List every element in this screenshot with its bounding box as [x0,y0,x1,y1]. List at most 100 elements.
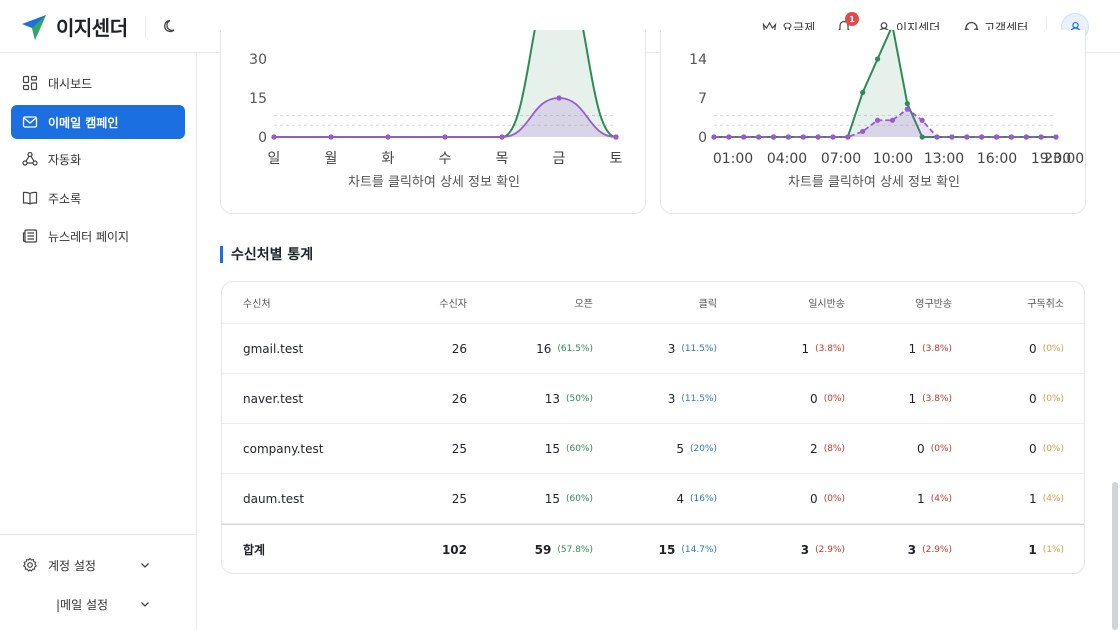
domain-cell: company.test [243,441,324,456]
dashboard-icon [22,75,38,91]
click-value: 3 [667,391,676,406]
x-tick-label: 월 [325,151,338,167]
section-accent [220,245,223,263]
domain-cell: 합계 [243,543,266,557]
data-point [328,134,334,140]
soft-cell: 0 (0%) [747,474,845,523]
col-header-unsubscribe[interactable]: 구독취소 [1027,299,1064,310]
hard-value: 1 [908,341,917,356]
x-tick-label: 04:00 [767,151,807,167]
hourly-chart[interactable]: 0 7 14 01:00 04:00 07:00 10:00 13:00 16:00 19:002… [661,30,1087,214]
soft-percent: (3.8%) [815,343,845,354]
click-value: 15 [658,542,676,557]
unsub-cell: 0 (0%) [954,324,1064,373]
data-point [1053,134,1059,140]
data-point [934,134,940,140]
table-row: gmail.test 26 16 (61.5%) 3 (11.5%) 1 (3.8%) 1 (3.… [222,324,1084,374]
sidebar-item-automation[interactable]: 자동화 [11,142,185,176]
col-header-open[interactable]: 오픈 [574,299,593,310]
x-tick-label: 일 [268,151,281,167]
table-row: company.test 25 15 (60%) 5 (20%) 2 (8%) 0 (0%) 0 (0… [222,424,1084,474]
scrollbar[interactable] [1112,482,1118,630]
data-point [800,134,806,140]
soft-percent: (2.9%) [815,544,845,555]
hard-cell: 0 (0%) [855,424,952,473]
col-header-click[interactable]: 클릭 [698,299,717,310]
hard-percent: (2.9%) [922,544,952,555]
recipients-cell: 102 [372,525,467,573]
chevron-down-icon[interactable] [139,559,151,571]
data-point [785,134,791,140]
table-total-row: 합계 102 59 (57.8%) 15 (14.7%) 3 (2.9%) 3 (2.9%) 1 (1… [222,524,1084,573]
open-percent: (57.8%) [557,544,593,555]
data-point [756,134,762,140]
unsub-value: 0 [1029,341,1037,356]
open-value: 15 [544,491,560,506]
data-point [860,128,866,135]
sidebar-item-dashboard[interactable]: 대시보드 [11,66,185,100]
recipients-cell: 26 [372,374,467,423]
chevron-down-icon[interactable] [139,598,151,610]
y-tick-label: 7 [698,91,707,107]
col-header-soft-bounce[interactable]: 일시반송 [808,299,845,310]
brand-name: 이지센더 [56,16,128,40]
open-percent: (50%) [565,393,593,404]
x-tick-label: 01:00 [713,151,753,167]
section-title-text: 수신처별 통계 [231,247,314,263]
notification-badge: 1 [845,12,859,26]
recipients-cell: 25 [372,474,467,523]
book-icon [22,191,38,205]
data-point [1008,134,1014,140]
sidebar-item-label: |메일 설정 [56,597,109,612]
click-cell: 4 (16%) [622,474,717,523]
chart-caption: 차트를 클릭하여 상세 정보 확인 [787,175,960,190]
sidebar-item-address-book[interactable]: 주소록 [11,181,185,215]
data-point [904,100,910,107]
sidebar-item-account-settings[interactable]: 계정 설정 [11,548,185,582]
open-cell: 59 (57.8%) [497,525,593,573]
series-area [274,98,616,137]
moon-icon[interactable] [163,18,179,34]
click-percent: (14.7%) [681,544,717,555]
hard-percent: (0%) [930,443,952,454]
soft-value: 0 [810,491,818,506]
col-header-domain[interactable]: 수신처 [243,299,271,310]
soft-value: 1 [801,341,810,356]
sidebar-item-mail-settings[interactable]: |메일 설정 [11,587,185,621]
click-percent: (20%) [689,443,717,454]
unsub-percent: (4%) [1042,493,1064,504]
y-tick-label: 14 [689,52,707,68]
domain-cell: daum.test [243,491,305,506]
open-percent: (61.5%) [557,343,593,354]
weekday-chart[interactable]: 0 15 30 일 월 화 수 목 금 토 [221,30,647,214]
automation-icon [22,151,38,166]
sidebar-item-newsletter[interactable]: 뉴스레터 페이지 [11,219,185,253]
col-header-hard-bounce[interactable]: 영구반송 [915,299,952,310]
data-point [860,89,866,96]
click-percent: (16%) [689,493,717,504]
hard-cell: 3 (2.9%) [855,525,952,573]
hourly-chart-card[interactable]: 0 7 14 01:00 04:00 07:00 10:00 13:00 16:00 19:00 2… [660,30,1086,214]
recipients-value: 26 [451,341,467,356]
click-value: 3 [667,341,676,356]
sidebar-item-email-campaign[interactable]: 이메일 캠페인 [11,105,185,139]
weekday-chart-card[interactable]: 0 15 30 일 월 화 수 목 금 토 차트를 클릭하여 상세 정보 확인 [220,30,646,214]
x-tick-label: 수 [439,151,452,167]
data-point [770,134,777,140]
unsub-value: 1 [1029,491,1037,506]
divider [1046,16,1047,38]
soft-value: 3 [800,542,810,557]
data-point [964,134,970,140]
hard-value: 3 [907,542,917,557]
recipients-value: 25 [451,491,467,506]
sidebar-item-label: 대시보드 [48,76,93,91]
hard-cell: 1 (4%) [855,474,952,523]
domain-stats-table: 수신처 수신자 오픈 클릭 일시반송 영구반송 구독취소 gmail.test 2… [221,281,1085,574]
data-point [1023,134,1029,140]
col-header-recipients[interactable]: 수신자 [439,299,467,310]
data-point [979,134,985,140]
open-value: 59 [534,542,552,557]
section-title: 수신처별 통계 [220,244,313,264]
open-cell: 15 (60%) [497,474,593,523]
logo[interactable]: 이지센더 [20,12,128,41]
